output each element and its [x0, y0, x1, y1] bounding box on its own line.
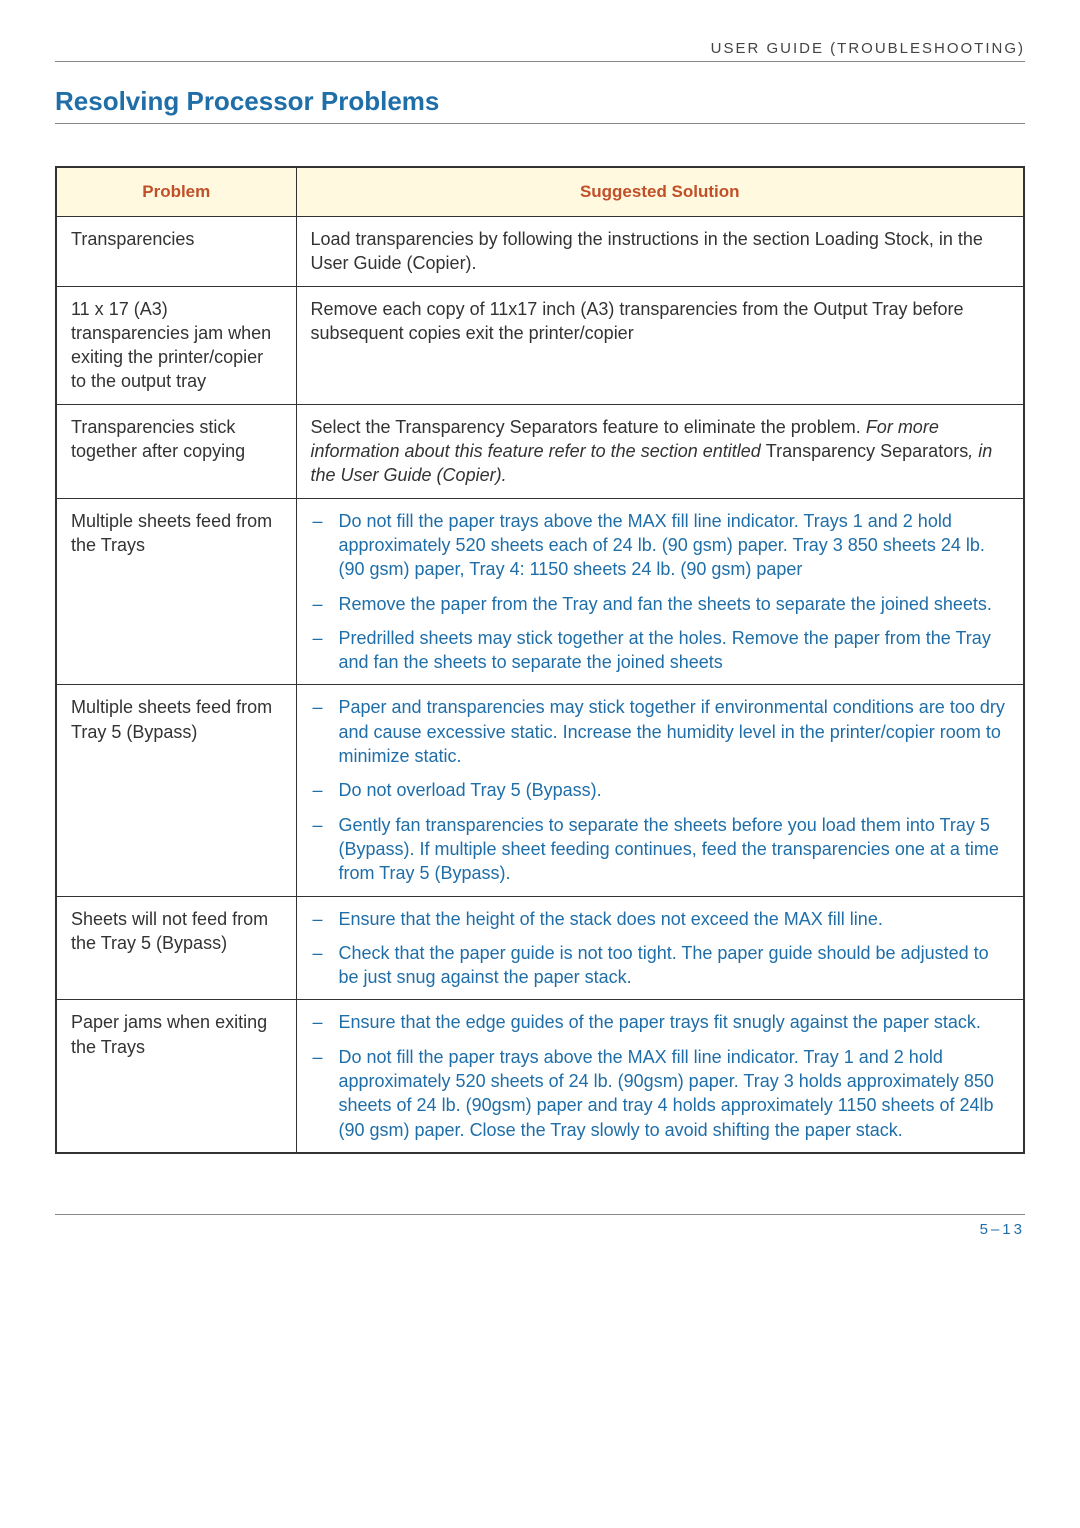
- table-row: Multiple sheets feed from the Trays–Do n…: [56, 498, 1024, 685]
- solution-cell: Select the Transparency Separators featu…: [296, 404, 1024, 498]
- table-row: Paper jams when exiting the Trays –Ensure…: [56, 1000, 1024, 1153]
- solution-cell: Remove each copy of 11x17 inch (A3) tran…: [296, 286, 1024, 404]
- problem-cell: Transparencies stick together after copy…: [56, 404, 296, 498]
- col-problem-header: Problem: [56, 167, 296, 217]
- problem-cell: Multiple sheets feed from the Trays: [56, 498, 296, 685]
- col-solution-header: Suggested Solution: [296, 167, 1024, 217]
- problem-cell: Transparencies: [56, 217, 296, 287]
- solution-cell: –Do not fill the paper trays above the M…: [296, 498, 1024, 685]
- solution-cell: –Paper and transparencies may stick toge…: [296, 685, 1024, 896]
- list-item: –Do not overload Tray 5 (Bypass).: [311, 778, 1010, 802]
- page-number: 5–13: [55, 1214, 1025, 1238]
- table-row: Multiple sheets feed from Tray 5 (Bypass…: [56, 685, 1024, 896]
- problem-cell: Sheets will not feed from the Tray 5 (By…: [56, 896, 296, 1000]
- table-row: Sheets will not feed from the Tray 5 (By…: [56, 896, 1024, 1000]
- list-item: –Gently fan transparencies to separate t…: [311, 813, 1010, 886]
- list-item: –Do not fill the paper trays above the M…: [311, 509, 1010, 582]
- list-item: –Check that the paper guide is not too t…: [311, 941, 1010, 990]
- problem-cell: 11 x 17 (A3) transparencies jam when exi…: [56, 286, 296, 404]
- list-item: –Do not fill the paper trays above the M…: [311, 1045, 1010, 1142]
- list-item: –Ensure that the height of the stack doe…: [311, 907, 1010, 931]
- solution-cell: –Ensure that the edge guides of the pape…: [296, 1000, 1024, 1153]
- problem-cell: Paper jams when exiting the Trays: [56, 1000, 296, 1153]
- problems-table: Problem Suggested Solution Transparencie…: [55, 166, 1025, 1154]
- solution-cell: Load transparencies by following the ins…: [296, 217, 1024, 287]
- table-row: 11 x 17 (A3) transparencies jam when exi…: [56, 286, 1024, 404]
- list-item: –Predrilled sheets may stick together at…: [311, 626, 1010, 675]
- list-item: –Remove the paper from the Tray and fan …: [311, 592, 1010, 616]
- table-row: TransparenciesLoad transparencies by fol…: [56, 217, 1024, 287]
- page-title: Resolving Processor Problems: [55, 86, 1025, 124]
- list-item: –Paper and transparencies may stick toge…: [311, 695, 1010, 768]
- page-header: USER GUIDE (TROUBLESHOOTING): [55, 40, 1025, 57]
- problem-cell: Multiple sheets feed from Tray 5 (Bypass…: [56, 685, 296, 896]
- solution-cell: –Ensure that the height of the stack doe…: [296, 896, 1024, 1000]
- list-item: –Ensure that the edge guides of the pape…: [311, 1010, 1010, 1034]
- table-row: Transparencies stick together after copy…: [56, 404, 1024, 498]
